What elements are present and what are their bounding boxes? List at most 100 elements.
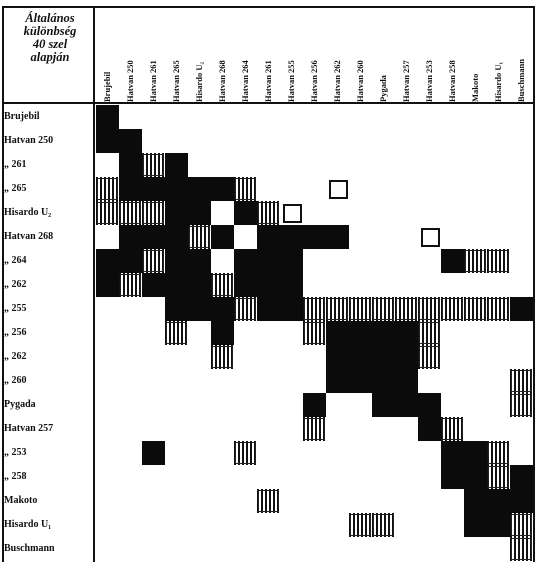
matrix-cell-solid xyxy=(257,297,280,321)
matrix-cell-solid xyxy=(349,369,372,393)
matrix-cell-hatched xyxy=(464,249,487,273)
matrix-cell-hatched xyxy=(96,177,119,201)
corner-title-line-2: különbség xyxy=(23,24,77,38)
column-label: Hatvan 261 xyxy=(263,60,273,102)
matrix-cell-solid xyxy=(487,513,510,537)
matrix-cell-solid xyxy=(96,105,119,129)
matrix-cell-hatched xyxy=(349,513,372,537)
column-label: Hatvan 256 xyxy=(309,60,319,102)
matrix-cell-solid xyxy=(165,273,188,297)
row-label: „ 258 xyxy=(4,471,27,482)
matrix-cell-solid xyxy=(418,417,441,441)
matrix-cell-solid xyxy=(96,273,119,297)
matrix-cell-hatched xyxy=(510,537,533,561)
matrix-cell-solid xyxy=(372,393,395,417)
matrix-cell-solid xyxy=(372,321,395,345)
matrix-cell-hatched xyxy=(142,249,165,273)
header-divider xyxy=(2,102,533,104)
matrix-cell-solid xyxy=(165,225,188,249)
matrix-cell-hatched xyxy=(234,441,257,465)
matrix-cell-hatched xyxy=(395,297,418,321)
row-label: Hisardo U₂ xyxy=(4,207,52,218)
matrix-cell-solid xyxy=(464,465,487,489)
matrix-cell-solid xyxy=(165,297,188,321)
matrix-cell-solid xyxy=(188,273,211,297)
matrix-cell-hatched xyxy=(234,297,257,321)
matrix-cell-hatched xyxy=(349,297,372,321)
matrix-cell-solid xyxy=(188,177,211,201)
matrix-cell-solid xyxy=(211,177,234,201)
matrix-cell-solid xyxy=(395,345,418,369)
column-label: Hatvan 260 xyxy=(355,60,365,102)
matrix-cell-hatched xyxy=(510,393,533,417)
matrix-cell-solid xyxy=(142,225,165,249)
matrix-cell-solid xyxy=(441,441,464,465)
matrix-cell-solid xyxy=(487,489,510,513)
matrix-cell-outline xyxy=(421,228,440,247)
row-label: „ 264 xyxy=(4,255,27,266)
matrix-cell-hatched xyxy=(418,297,441,321)
matrix-cell-hatched xyxy=(257,201,280,225)
matrix-cell-solid xyxy=(234,273,257,297)
matrix-cell-solid xyxy=(211,225,234,249)
matrix-cell-solid xyxy=(257,225,280,249)
matrix-cell-solid xyxy=(349,321,372,345)
matrix-cell-solid xyxy=(303,225,326,249)
matrix-cell-solid xyxy=(119,225,142,249)
top-border xyxy=(2,6,533,8)
row-label: „ 256 xyxy=(4,327,27,338)
column-label: Hisardo U₂ xyxy=(194,61,204,102)
right-border xyxy=(533,6,535,562)
row-label: Makoto xyxy=(4,495,38,506)
matrix-cell-solid xyxy=(418,393,441,417)
label-divider xyxy=(93,6,95,562)
column-label: Hatvan 255 xyxy=(286,60,296,102)
matrix-cell-solid xyxy=(326,345,349,369)
row-label: „ 260 xyxy=(4,375,27,386)
matrix-cell-hatched xyxy=(441,297,464,321)
column-label: Hatvan 257 xyxy=(401,60,411,102)
matrix-cell-solid xyxy=(96,249,119,273)
matrix-cell-solid xyxy=(280,225,303,249)
column-label: Pygada xyxy=(378,75,388,102)
corner-title-line-4: alapján xyxy=(30,50,70,64)
matrix-cell-solid xyxy=(188,249,211,273)
matrix-cell-hatched xyxy=(119,273,142,297)
column-label: Hatvan 261 xyxy=(148,60,158,102)
matrix-cell-solid xyxy=(464,513,487,537)
matrix-cell-hatched xyxy=(142,201,165,225)
matrix-cell-solid xyxy=(257,249,280,273)
matrix-cell-solid xyxy=(142,177,165,201)
matrix-cell-solid xyxy=(234,249,257,273)
matrix-cell-solid xyxy=(119,129,142,153)
matrix-cell-solid xyxy=(165,249,188,273)
column-label: Hatvan 253 xyxy=(424,60,434,102)
matrix-cell-hatched xyxy=(487,249,510,273)
matrix-cell-solid xyxy=(395,393,418,417)
row-label: Hatvan 257 xyxy=(4,423,54,434)
matrix-cell-solid xyxy=(165,153,188,177)
matrix-cell-solid xyxy=(510,465,533,489)
matrix-cell-solid xyxy=(119,249,142,273)
row-label: „ 261 xyxy=(4,159,27,170)
matrix-cell-solid xyxy=(372,345,395,369)
corner-title-line-3: 40 szel xyxy=(32,37,68,51)
matrix-cell-solid xyxy=(510,297,533,321)
matrix-cell-hatched xyxy=(165,321,188,345)
corner-title-line-1: Általános xyxy=(25,11,75,25)
matrix-cell-hatched xyxy=(510,513,533,537)
column-label: Hatvan 265 xyxy=(171,60,181,102)
matrix-cell-solid xyxy=(211,321,234,345)
row-label: „ 262 xyxy=(4,351,27,362)
column-label: Makoto xyxy=(470,73,480,102)
matrix-cell-solid xyxy=(165,201,188,225)
matrix-cell-hatched xyxy=(303,417,326,441)
row-label: Pygada xyxy=(4,399,36,410)
matrix-cell-hatched xyxy=(211,345,234,369)
matrix-cell-solid xyxy=(349,345,372,369)
column-label: Buschmann xyxy=(516,59,526,102)
matrix-cell-hatched xyxy=(303,297,326,321)
matrix-cell-solid xyxy=(188,297,211,321)
matrix-cell-solid xyxy=(257,273,280,297)
